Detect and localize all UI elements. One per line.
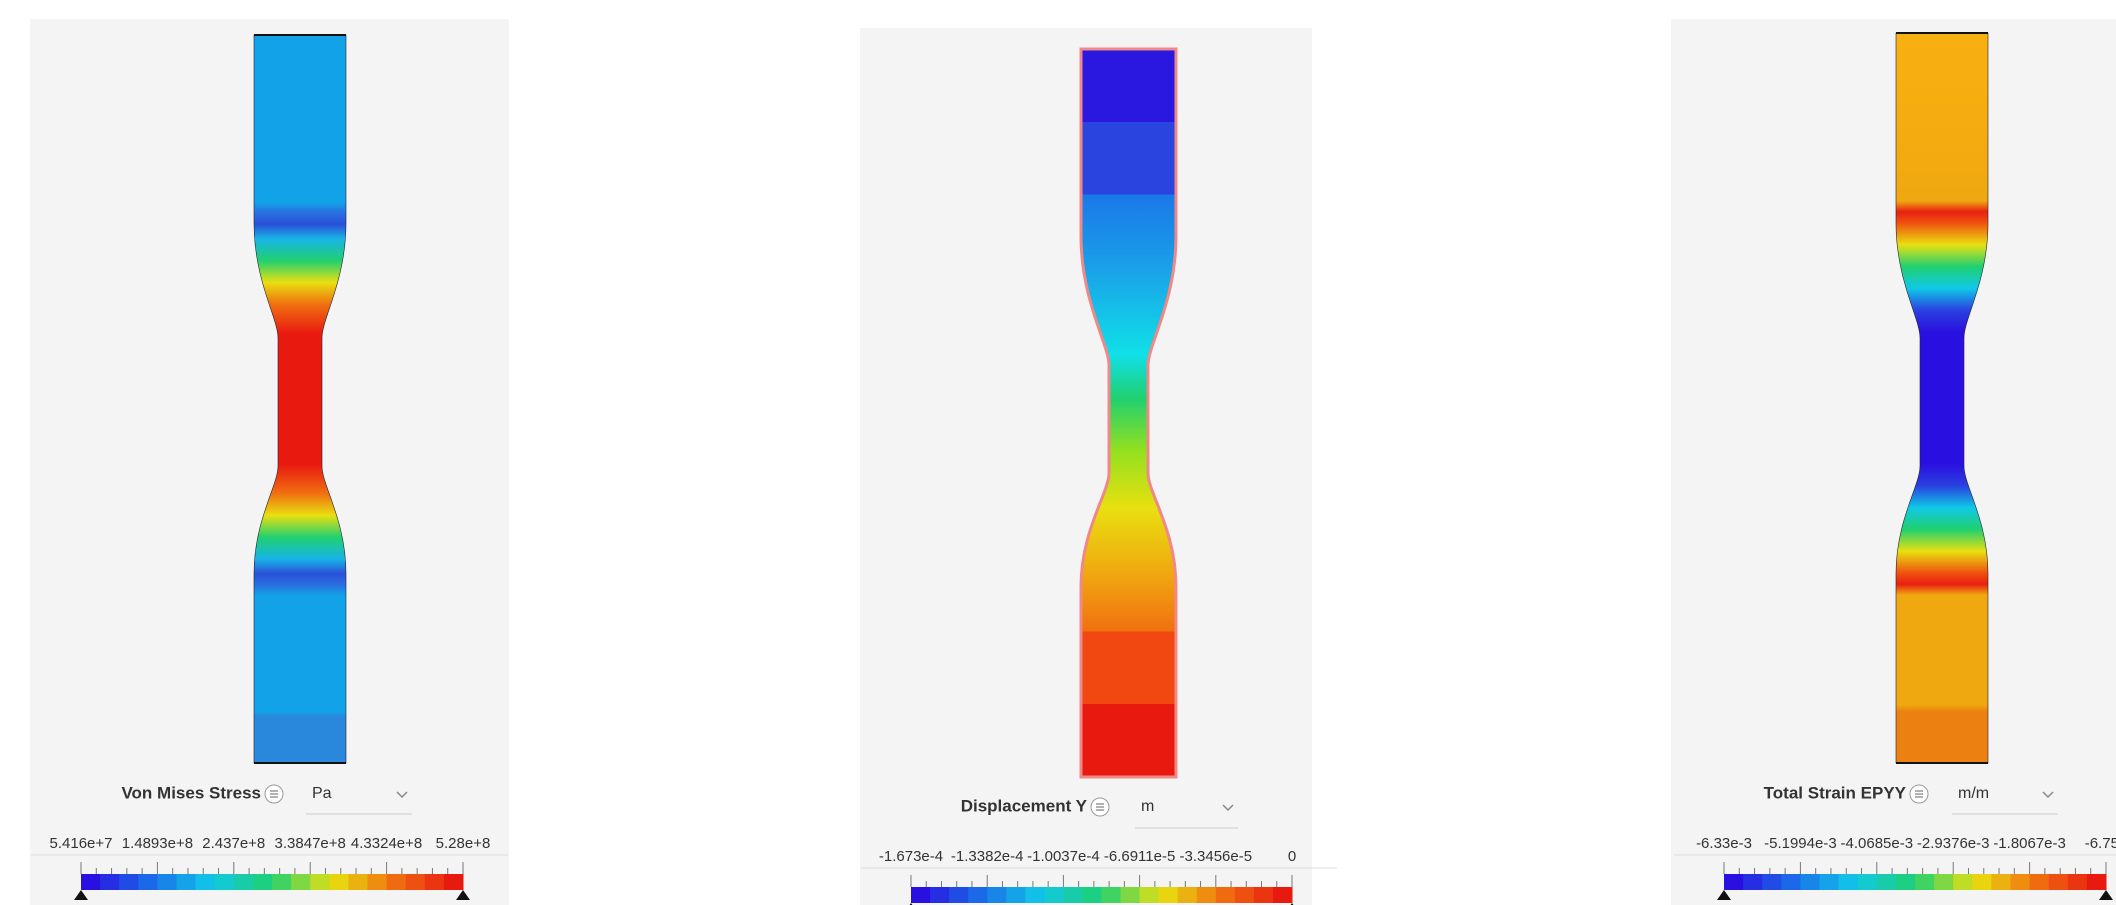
legend-label: 4.3324e+8 bbox=[351, 835, 422, 852]
colorbar-segment bbox=[1063, 887, 1083, 903]
colorbar-segment bbox=[1006, 887, 1026, 903]
colorbar-segment bbox=[1877, 874, 1897, 890]
colorbar-segment bbox=[348, 874, 368, 890]
colorbar-segment bbox=[329, 874, 349, 890]
unit-select[interactable]: Pa bbox=[312, 785, 332, 802]
colorbar-segment bbox=[1781, 874, 1801, 890]
legend-label: -4.0685e-3 bbox=[1841, 835, 1914, 852]
results-view: Von Mises Stress Pa 5.416e+7 1.4893e+8 2.437… bbox=[0, 0, 2116, 905]
colorbar-segment bbox=[1972, 874, 1992, 890]
colorbar-segment bbox=[100, 874, 120, 890]
panel-background bbox=[1671, 19, 2116, 905]
colorbar-segment bbox=[1896, 874, 1916, 890]
colorbar-segment bbox=[81, 874, 101, 890]
colorbar-segment bbox=[2087, 874, 2107, 890]
colorbar-segment bbox=[2030, 874, 2050, 890]
colorbar-segment bbox=[215, 874, 235, 890]
legend-title: Von Mises Stress bbox=[121, 783, 261, 802]
legend-label: 0 bbox=[1288, 848, 1296, 865]
legend-label: -1.3382e-4 bbox=[951, 848, 1024, 865]
colorbar-segment bbox=[1858, 874, 1878, 890]
colorbar-segment bbox=[1915, 874, 1935, 890]
colorbar-segment bbox=[177, 874, 197, 890]
legend-label: -6.33e-3 bbox=[1696, 835, 1752, 852]
legend-label: -1.673e-4 bbox=[879, 848, 943, 865]
unit-select[interactable]: m bbox=[1141, 798, 1154, 815]
colorbar-segment bbox=[1953, 874, 1973, 890]
legend-label: 5.416e+7 bbox=[50, 835, 113, 852]
legend-label: -1.0037e-4 bbox=[1027, 848, 1100, 865]
legend-label: -5.1994e-3 bbox=[1764, 835, 1837, 852]
colorbar-segment bbox=[987, 887, 1007, 903]
colorbar-segment bbox=[2049, 874, 2069, 890]
colorbar-segment bbox=[234, 874, 254, 890]
colorbar-segment bbox=[368, 874, 388, 890]
colorbar-segment bbox=[1762, 874, 1782, 890]
colorbar-segment bbox=[1235, 887, 1255, 903]
colorbar-segment bbox=[272, 874, 292, 890]
colorbar-segment bbox=[196, 874, 216, 890]
legend-title: Displacement Y bbox=[961, 796, 1088, 815]
colorbar-segment bbox=[1273, 887, 1293, 903]
colorbar-segment bbox=[1839, 874, 1859, 890]
colorbar-segment bbox=[310, 874, 330, 890]
page: Von Mises Stress Pa 5.416e+7 1.4893e+8 2.437… bbox=[0, 0, 2116, 905]
colorbar-segment bbox=[1102, 887, 1122, 903]
legend-label: -6.6911e-5 bbox=[1104, 848, 1175, 865]
colorbar-segment bbox=[1044, 887, 1064, 903]
colorbar-segment bbox=[1820, 874, 1840, 890]
colorbar-segment bbox=[119, 874, 139, 890]
colorbar-segment bbox=[425, 874, 445, 890]
colorbar-segment bbox=[291, 874, 311, 890]
colorbar-segment bbox=[1025, 887, 1045, 903]
colorbar-segment bbox=[2068, 874, 2088, 890]
legend-label: -1.8067e-3 bbox=[1993, 835, 2066, 852]
colorbar-segment bbox=[1743, 874, 1763, 890]
colorbar-segment bbox=[1178, 887, 1198, 903]
colorbar-segment bbox=[1991, 874, 2011, 890]
colorbar-segment bbox=[406, 874, 426, 890]
colorbar-segment bbox=[1082, 887, 1102, 903]
colorbar-segment bbox=[1140, 887, 1160, 903]
colorbar-segment bbox=[1724, 874, 1744, 890]
colorbar-segment bbox=[1216, 887, 1236, 903]
colorbar-segment bbox=[157, 874, 177, 890]
colorbar-segment bbox=[1800, 874, 1820, 890]
legend-title: Total Strain EPYY bbox=[1764, 783, 1907, 802]
colorbar-segment bbox=[444, 874, 464, 890]
legend-label: -2.9376e-3 bbox=[1917, 835, 1990, 852]
legend-label: 3.3847e+8 bbox=[275, 835, 346, 852]
colorbar-segment bbox=[1159, 887, 1179, 903]
legend-label: 5.28e+8 bbox=[436, 835, 491, 852]
legend-label: 2.437e+8 bbox=[202, 835, 265, 852]
legend-label: -3.3456e-5 bbox=[1180, 848, 1253, 865]
colorbar-segment bbox=[968, 887, 988, 903]
colorbar-segment bbox=[949, 887, 969, 903]
legend-label: -6.758 bbox=[2085, 835, 2116, 852]
legend-label: 1.4893e+8 bbox=[122, 835, 193, 852]
colorbar-segment bbox=[387, 874, 407, 890]
colorbar-segment bbox=[138, 874, 158, 890]
colorbar-segment bbox=[1254, 887, 1274, 903]
colorbar-segment bbox=[930, 887, 950, 903]
unit-select[interactable]: m/m bbox=[1958, 785, 1989, 802]
colorbar-segment bbox=[1121, 887, 1141, 903]
colorbar-segment bbox=[253, 874, 273, 890]
colorbar-segment bbox=[1934, 874, 1954, 890]
colorbar-segment bbox=[1197, 887, 1217, 903]
colorbar-segment bbox=[2011, 874, 2031, 890]
colorbar-segment bbox=[911, 887, 931, 903]
